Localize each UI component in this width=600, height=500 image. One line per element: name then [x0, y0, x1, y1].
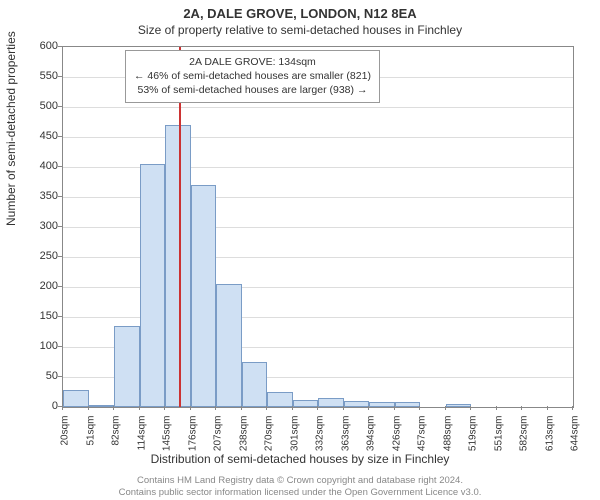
- x-tick-label: 145sqm: [162, 416, 173, 466]
- histogram-bar: [165, 125, 191, 407]
- attribution-text: Contains HM Land Registry data © Crown c…: [0, 475, 600, 498]
- y-tick-label: 300: [22, 220, 58, 232]
- histogram-bar: [395, 402, 421, 407]
- x-tick-label: 176sqm: [187, 416, 198, 466]
- histogram-bar: [216, 284, 242, 407]
- histogram-bar: [293, 400, 319, 407]
- x-tick-mark: [215, 406, 216, 410]
- histogram-bar: [89, 405, 115, 407]
- x-tick-mark: [113, 406, 114, 410]
- x-tick-mark: [343, 406, 344, 410]
- annotation-line-2: ← 46% of semi-detached houses are smalle…: [134, 69, 371, 83]
- y-tick-mark: [58, 256, 62, 257]
- x-tick-mark: [317, 406, 318, 410]
- y-tick-mark: [58, 46, 62, 47]
- x-tick-mark: [496, 406, 497, 410]
- histogram-bar: [140, 164, 166, 407]
- y-tick-mark: [58, 286, 62, 287]
- annotation-line-1: 2A DALE GROVE: 134sqm: [134, 55, 371, 69]
- histogram-bar: [114, 326, 140, 407]
- x-tick-label: 301sqm: [289, 416, 300, 466]
- x-tick-mark: [241, 406, 242, 410]
- grid-line: [63, 107, 573, 108]
- attribution-line-2: Contains public sector information licen…: [119, 487, 482, 498]
- x-tick-label: 363sqm: [340, 416, 351, 466]
- x-tick-label: 332sqm: [315, 416, 326, 466]
- y-tick-mark: [58, 376, 62, 377]
- y-tick-label: 250: [22, 250, 58, 262]
- x-tick-label: 582sqm: [519, 416, 530, 466]
- x-tick-label: 238sqm: [238, 416, 249, 466]
- y-tick-label: 100: [22, 340, 58, 352]
- chart-container: 2A, DALE GROVE, LONDON, N12 8EA Size of …: [0, 0, 600, 500]
- y-tick-label: 150: [22, 310, 58, 322]
- x-tick-label: 457sqm: [417, 416, 428, 466]
- y-tick-label: 0: [22, 400, 58, 412]
- histogram-bar: [369, 402, 395, 407]
- x-tick-mark: [164, 406, 165, 410]
- y-tick-mark: [58, 226, 62, 227]
- x-tick-label: 270sqm: [264, 416, 275, 466]
- x-tick-label: 207sqm: [213, 416, 224, 466]
- x-tick-mark: [547, 406, 548, 410]
- x-tick-label: 519sqm: [468, 416, 479, 466]
- x-tick-mark: [190, 406, 191, 410]
- histogram-bar: [63, 390, 89, 407]
- y-tick-mark: [58, 166, 62, 167]
- x-tick-mark: [572, 406, 573, 410]
- x-tick-label: 426sqm: [391, 416, 402, 466]
- x-tick-label: 114sqm: [136, 416, 147, 466]
- y-tick-label: 450: [22, 130, 58, 142]
- x-tick-mark: [88, 406, 89, 410]
- annotation-box: 2A DALE GROVE: 134sqm ← 46% of semi-deta…: [125, 50, 380, 103]
- histogram-bar: [344, 401, 370, 407]
- x-tick-mark: [62, 406, 63, 410]
- x-tick-label: 20sqm: [60, 416, 71, 466]
- x-tick-label: 51sqm: [85, 416, 96, 466]
- y-tick-label: 550: [22, 70, 58, 82]
- histogram-bar: [191, 185, 217, 407]
- y-tick-mark: [58, 316, 62, 317]
- y-tick-label: 600: [22, 40, 58, 52]
- y-axis-label: Number of semi-detached properties: [4, 31, 18, 226]
- x-tick-label: 488sqm: [442, 416, 453, 466]
- y-tick-mark: [58, 76, 62, 77]
- x-tick-mark: [139, 406, 140, 410]
- y-tick-label: 350: [22, 190, 58, 202]
- x-tick-label: 551sqm: [493, 416, 504, 466]
- grid-line: [63, 137, 573, 138]
- x-tick-label: 644sqm: [570, 416, 581, 466]
- histogram-bar: [242, 362, 268, 407]
- y-tick-mark: [58, 106, 62, 107]
- y-tick-label: 500: [22, 100, 58, 112]
- x-tick-label: 394sqm: [366, 416, 377, 466]
- x-tick-label: 82sqm: [111, 416, 122, 466]
- attribution-line-1: Contains HM Land Registry data © Crown c…: [137, 475, 463, 486]
- y-tick-mark: [58, 136, 62, 137]
- chart-title: 2A, DALE GROVE, LONDON, N12 8EA: [0, 0, 600, 23]
- histogram-bar: [267, 392, 293, 407]
- histogram-bar: [446, 404, 472, 407]
- x-tick-mark: [292, 406, 293, 410]
- y-tick-label: 50: [22, 370, 58, 382]
- annotation-line-3: 53% of semi-detached houses are larger (…: [134, 83, 371, 97]
- x-tick-mark: [419, 406, 420, 410]
- y-tick-label: 200: [22, 280, 58, 292]
- x-tick-mark: [445, 406, 446, 410]
- x-tick-mark: [521, 406, 522, 410]
- chart-subtitle: Size of property relative to semi-detach…: [0, 23, 600, 41]
- y-tick-mark: [58, 196, 62, 197]
- x-tick-mark: [266, 406, 267, 410]
- x-tick-mark: [368, 406, 369, 410]
- x-tick-label: 613sqm: [544, 416, 555, 466]
- y-tick-mark: [58, 346, 62, 347]
- x-tick-mark: [470, 406, 471, 410]
- histogram-bar: [318, 398, 344, 407]
- y-tick-label: 400: [22, 160, 58, 172]
- x-tick-mark: [394, 406, 395, 410]
